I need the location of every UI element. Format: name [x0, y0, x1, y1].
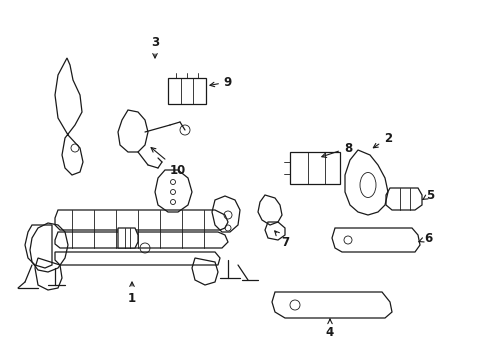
- Text: 1: 1: [128, 282, 136, 305]
- Polygon shape: [118, 228, 138, 248]
- Text: 5: 5: [422, 189, 433, 202]
- Text: 8: 8: [321, 141, 351, 157]
- Text: 3: 3: [151, 36, 159, 58]
- Text: 9: 9: [209, 76, 232, 89]
- Text: 7: 7: [274, 231, 288, 248]
- Text: 4: 4: [325, 319, 333, 338]
- Text: 2: 2: [372, 131, 391, 148]
- Text: 6: 6: [418, 231, 431, 244]
- Text: 10: 10: [151, 148, 186, 176]
